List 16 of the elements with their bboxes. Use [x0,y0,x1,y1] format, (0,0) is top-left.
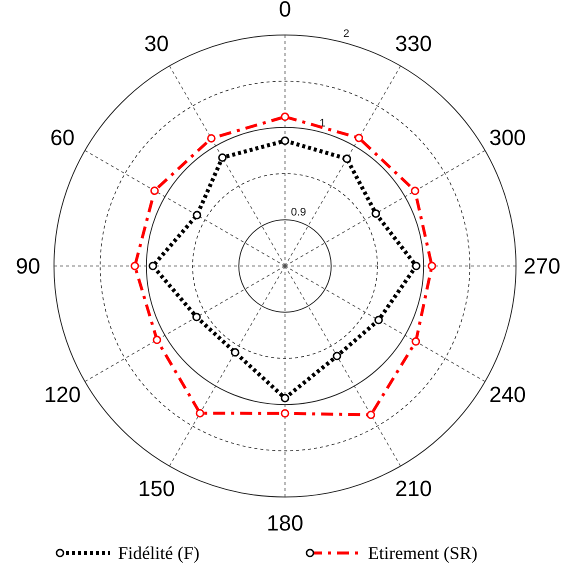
spoke-label: 180 [266,510,304,536]
spoke-label: 0 [278,0,292,22]
spoke-label: 120 [44,382,81,407]
legend-label: Fidélité (F) [118,543,200,563]
spoke-label: 210 [395,476,432,502]
spoke-label: 270 [524,254,560,278]
spoke-label: 150 [138,476,175,502]
spoke-label: 60 [50,125,75,150]
spoke-label: 90 [16,254,40,278]
text: 2 [343,28,350,40]
spoke-label: 240 [489,382,526,407]
spoke-label: 30 [144,30,169,56]
spoke-label: 300 [489,125,526,150]
text: 0.9 [290,206,306,219]
spoke-label: 330 [395,30,432,56]
legend-label: Etirement (SR) [368,543,478,563]
